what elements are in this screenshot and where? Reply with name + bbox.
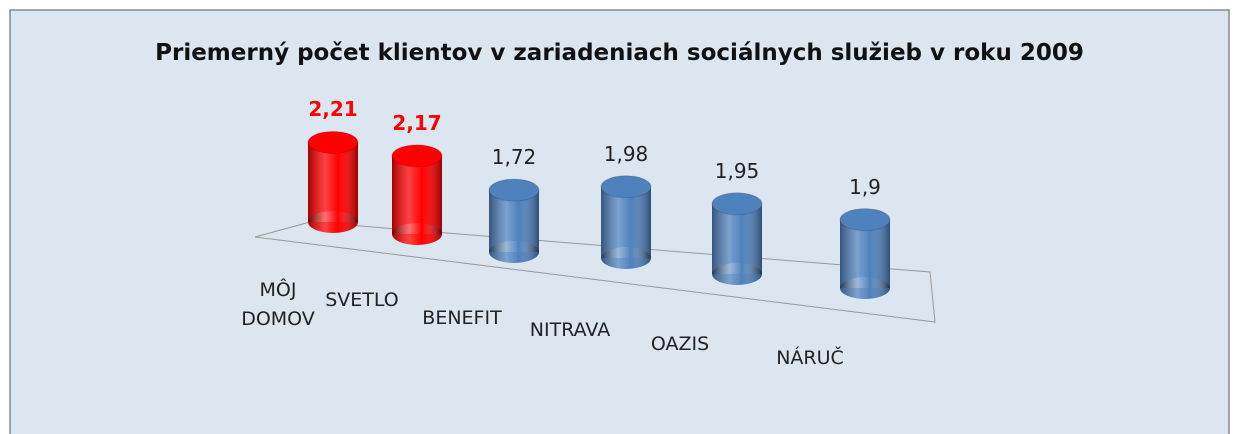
value-label: 1,9 [849,174,881,199]
value-label: 2,21 [308,97,358,122]
bar-body-shade [601,186,651,258]
bar-top [307,130,359,154]
chart-title: Priemerný počet klientov v zariadeniach … [155,40,1084,66]
value-label: 1,72 [491,145,537,170]
bar-top [600,175,652,199]
bar [839,208,891,299]
bar-top [839,208,891,232]
bar-body-shade [308,142,358,222]
bar-top [711,192,763,216]
x-tick-label: MÔJ DOMOV [241,279,315,330]
bar [307,130,359,233]
bar [711,192,763,285]
floor [254,221,936,323]
value-label: 1,98 [603,141,649,166]
bar [391,144,443,245]
bar-body-shade [392,155,442,234]
bar [600,175,652,269]
bar-top [391,144,443,168]
bar-body-shade [712,203,762,274]
x-tick-label: NITRAVA [529,319,611,341]
bar-top [488,178,540,202]
bar-body-shade [840,219,890,288]
value-label: 2,17 [392,110,442,135]
value-label: 1,95 [714,158,760,183]
bar [488,178,540,263]
x-tick-label: OAZIS [650,333,710,355]
x-tick-label: NÁRUČ [776,347,844,369]
x-tick-label: BENEFIT [422,307,502,329]
x-tick-label: SVETLO [325,289,399,311]
